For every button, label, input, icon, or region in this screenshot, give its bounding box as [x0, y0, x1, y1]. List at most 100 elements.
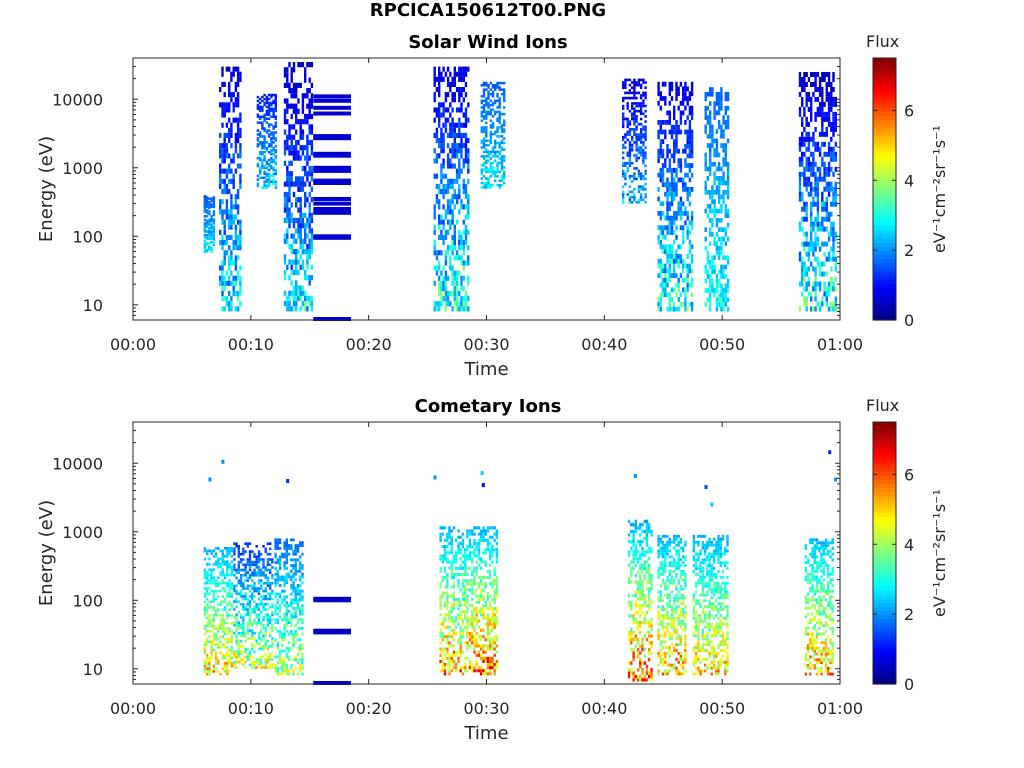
data-cell — [466, 600, 469, 604]
data-cell — [288, 243, 291, 250]
data-cell — [690, 91, 694, 97]
data-cell — [292, 233, 296, 239]
data-cell — [276, 547, 279, 550]
data-cell — [498, 121, 501, 125]
data-cell — [226, 563, 229, 566]
data-cell — [450, 659, 453, 663]
data-cell — [462, 204, 465, 210]
data-cell — [274, 561, 277, 565]
data-cell — [290, 666, 293, 670]
data-cell — [500, 183, 504, 187]
data-cell — [221, 619, 224, 622]
data-cell — [443, 613, 447, 617]
data-cell — [255, 666, 258, 669]
data-cell — [237, 568, 240, 572]
data-cell — [236, 76, 240, 82]
data-cell — [272, 152, 275, 156]
data-cell — [661, 282, 665, 288]
data-cell — [464, 229, 468, 235]
data-cell — [285, 652, 288, 656]
energy-band — [313, 98, 351, 103]
data-cell — [274, 139, 277, 142]
data-cell — [473, 526, 476, 530]
data-cell — [271, 592, 274, 595]
data-cell — [295, 259, 298, 265]
data-cell — [438, 138, 441, 144]
data-cell — [491, 126, 495, 129]
data-cell — [453, 138, 456, 144]
data-cell — [482, 95, 486, 98]
data-cell — [294, 561, 297, 565]
data-cell — [637, 133, 641, 136]
data-cell — [276, 569, 279, 573]
data-cell — [458, 92, 461, 98]
data-cell — [486, 541, 490, 545]
data-cell — [281, 644, 284, 647]
data-cell — [262, 566, 265, 569]
data-cell — [439, 566, 442, 570]
data-cell — [237, 631, 240, 635]
data-cell — [484, 659, 487, 663]
data-cell — [489, 141, 492, 145]
data-cell — [825, 241, 828, 247]
data-cell — [262, 618, 265, 622]
data-cell — [306, 88, 309, 94]
data-cell — [444, 306, 448, 312]
data-cell — [455, 168, 459, 174]
data-cell — [230, 234, 233, 240]
data-cell — [722, 199, 725, 204]
data-cell — [628, 130, 632, 134]
data-cell — [798, 91, 802, 97]
data-cell — [688, 105, 692, 111]
data-cell — [310, 145, 314, 151]
data-cell — [684, 292, 687, 298]
data-cell — [262, 545, 265, 548]
data-cell — [480, 644, 483, 648]
data-cell — [228, 549, 231, 553]
colorbar-segment — [873, 115, 896, 120]
data-cell — [233, 650, 236, 653]
data-cell — [288, 306, 291, 312]
data-cell — [244, 631, 247, 635]
data-cell — [642, 81, 645, 84]
data-cell — [288, 176, 291, 182]
data-cell — [278, 632, 282, 636]
data-cell — [283, 624, 286, 627]
data-cell — [233, 621, 236, 624]
data-cell — [226, 664, 229, 668]
data-cell — [486, 613, 490, 617]
data-cell — [475, 569, 478, 573]
data-cell — [834, 231, 837, 237]
data-cell — [290, 575, 293, 579]
data-cell — [503, 128, 506, 131]
data-cell — [461, 582, 465, 586]
data-cell — [453, 275, 456, 281]
data-cell — [496, 86, 499, 89]
data-cell — [264, 653, 267, 656]
data-cell — [477, 610, 481, 614]
data-cell — [661, 139, 665, 144]
data-cell — [679, 167, 683, 173]
data-cell — [301, 618, 304, 622]
data-cell — [233, 616, 236, 619]
data-cell — [205, 672, 209, 676]
data-cell — [717, 269, 721, 275]
data-cell — [228, 638, 231, 641]
data-cell — [626, 138, 629, 142]
data-cell — [675, 129, 678, 135]
data-cell — [624, 133, 627, 136]
data-cell — [244, 587, 247, 590]
colorbar-segment — [873, 168, 896, 174]
data-cell — [281, 601, 284, 605]
data-cell — [460, 255, 463, 261]
data-cell — [449, 204, 452, 210]
data-cell — [301, 145, 305, 151]
data-cell — [242, 616, 245, 619]
data-cell — [487, 181, 490, 185]
data-cell — [225, 234, 229, 240]
data-cell — [310, 150, 314, 156]
data-cell — [642, 78, 645, 82]
data-cell — [670, 153, 674, 159]
data-cell — [491, 150, 495, 154]
data-cell — [208, 656, 211, 660]
